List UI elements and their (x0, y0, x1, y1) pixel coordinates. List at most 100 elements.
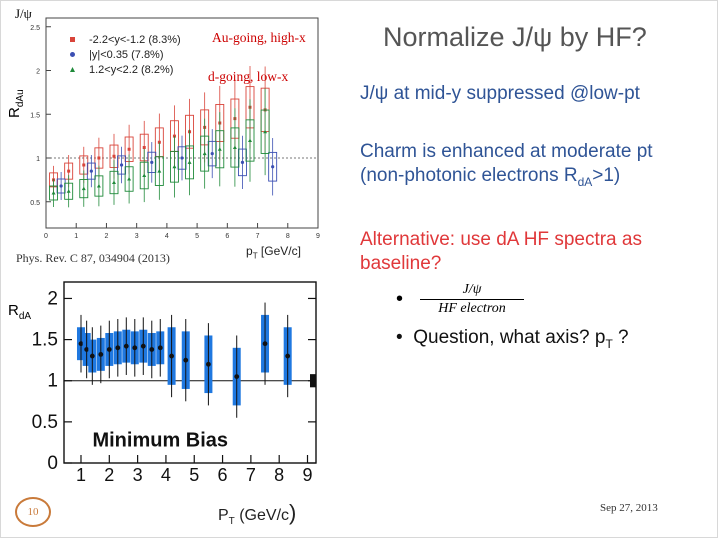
bullet-2: Charm is enhanced at moderate pt (non-ph… (360, 140, 653, 194)
data-point (157, 169, 162, 173)
data-point (285, 353, 291, 359)
data-point (271, 165, 275, 169)
data-point (82, 163, 86, 167)
reference-citation: Phys. Rev. C 87, 034904 (2013) (16, 251, 170, 265)
sys-box (94, 175, 104, 197)
bullet-4-dot: • (396, 288, 404, 310)
data-point (106, 347, 112, 352)
data-point (51, 191, 56, 195)
top-plot-corner-label: J/ψ (15, 6, 32, 21)
data-point (217, 147, 222, 151)
legend-label: 1.2<y<2.2 (8.2%) (89, 63, 174, 76)
bottom-xlabel: PT (GeV/c) (218, 500, 296, 527)
bottom-ylabel-main: R (8, 302, 19, 319)
y-tick-label: 1 (47, 371, 58, 392)
sys-box (79, 179, 89, 199)
bullet-2-pre: (non-photonic electrons R (360, 165, 578, 186)
data-point (97, 156, 101, 160)
data-point (232, 145, 237, 149)
bullet-5-sub: T (605, 336, 613, 351)
top-xlabel-unit: [GeV/c] (257, 244, 301, 258)
data-point (96, 184, 101, 188)
bullet-1: J/ψ at mid-y suppressed @low-pt (360, 82, 640, 106)
data-point (234, 374, 240, 380)
data-point (210, 152, 214, 156)
y-tick-label: 0 (47, 453, 58, 474)
bullet-2-sub: dA (577, 174, 593, 189)
sys-box (245, 119, 255, 162)
data-point (115, 345, 121, 351)
legend-item: -2.2<y<-1.2 (8.3%) (70, 32, 181, 47)
x-tick-label: 9 (316, 233, 320, 240)
bottom-plot: RdA 0 0.5 1 1.5 2 1 2 3 4 5 6 7 8 9 Minimum Bias PT (G… (0, 280, 345, 540)
data-point (59, 184, 63, 188)
data-point (157, 140, 161, 144)
data-point (149, 347, 155, 352)
data-point (263, 129, 268, 134)
annot-au-going: Au-going, high-x (212, 30, 306, 45)
top-plot-frame (45, 17, 319, 229)
bottom-xlabel-unit: (GeV/c (234, 507, 290, 524)
data-point (248, 138, 252, 142)
data-point (262, 341, 268, 347)
x-tick-label: 7 (256, 233, 260, 240)
y-tick-label: 1.5 (30, 112, 40, 119)
sys-box (260, 109, 270, 154)
top-xlabel: pT [GeV/c] (246, 244, 301, 260)
legend-marker (70, 37, 75, 42)
global-uncertainty-box (310, 374, 316, 388)
panel-label: Minimum Bias (92, 430, 228, 452)
bullet-3-line2: baseline? (360, 253, 442, 274)
x-tick-label: 5 (195, 233, 199, 240)
x-tick-label: 2 (104, 465, 114, 485)
x-tick-label: 8 (274, 465, 284, 485)
y-tick-label: 2.5 (30, 25, 40, 32)
sys-box (86, 162, 96, 180)
top-xlabel-main: p (246, 244, 253, 258)
bullet-3: Alternative: use dA HF spectra as baseli… (360, 228, 642, 276)
bullet-2-post: >1) (592, 165, 621, 186)
annot-d-going: d-going, low-x (208, 69, 289, 84)
slide-date: Sep 27, 2013 (600, 502, 658, 514)
bullet-5-dot: • (396, 327, 403, 348)
legend-item: |y|<0.35 (7.8%) (70, 47, 181, 62)
data-point (183, 357, 189, 363)
data-point (172, 164, 177, 169)
sys-box (49, 185, 59, 201)
x-tick-label: 5 (189, 465, 199, 485)
sys-box (124, 166, 134, 192)
sys-box (109, 170, 119, 195)
top-plot: J/ψ RdAu 0.5 1 1.5 2 2.5 0 1 2 3 4 5 6 7 8 9 Au-going,… (0, 0, 345, 275)
bullet-5-pre: Question, what axis? p (413, 327, 606, 348)
sys-box (169, 150, 179, 183)
data-point (142, 173, 147, 177)
y-tick-label: 0.5 (30, 200, 40, 207)
bullet-3-line1: Alternative: use dA HF spectra as (360, 229, 642, 250)
sys-box (230, 127, 240, 168)
data-point (240, 160, 245, 164)
legend-label: |y|<0.35 (7.8%) (89, 48, 164, 61)
sys-box (215, 130, 225, 169)
data-point (119, 163, 124, 167)
data-point (66, 189, 71, 193)
top-plot-svg: 0.5 1 1.5 2 2.5 0 1 2 3 4 5 6 7 8 9 (30, 17, 320, 240)
bullet-2-line1: Charm is enhanced at moderate pt (360, 141, 653, 162)
sys-box (268, 151, 278, 182)
data-point (81, 186, 86, 191)
data-point (169, 353, 174, 359)
data-point (187, 160, 192, 164)
data-point (202, 151, 207, 156)
data-point (127, 147, 131, 151)
x-tick-label: 1 (76, 465, 86, 485)
data-point (112, 154, 116, 158)
top-xlabel-sub: T (252, 251, 258, 261)
data-point (150, 160, 154, 164)
fraction-numerator: J/ψ (420, 282, 524, 300)
x-tick-label: 6 (218, 465, 228, 485)
bottom-ylabel-sub: dA (18, 311, 32, 322)
data-point (89, 169, 93, 173)
fraction-denominator: HF electron (438, 301, 506, 316)
sys-box (117, 155, 127, 175)
